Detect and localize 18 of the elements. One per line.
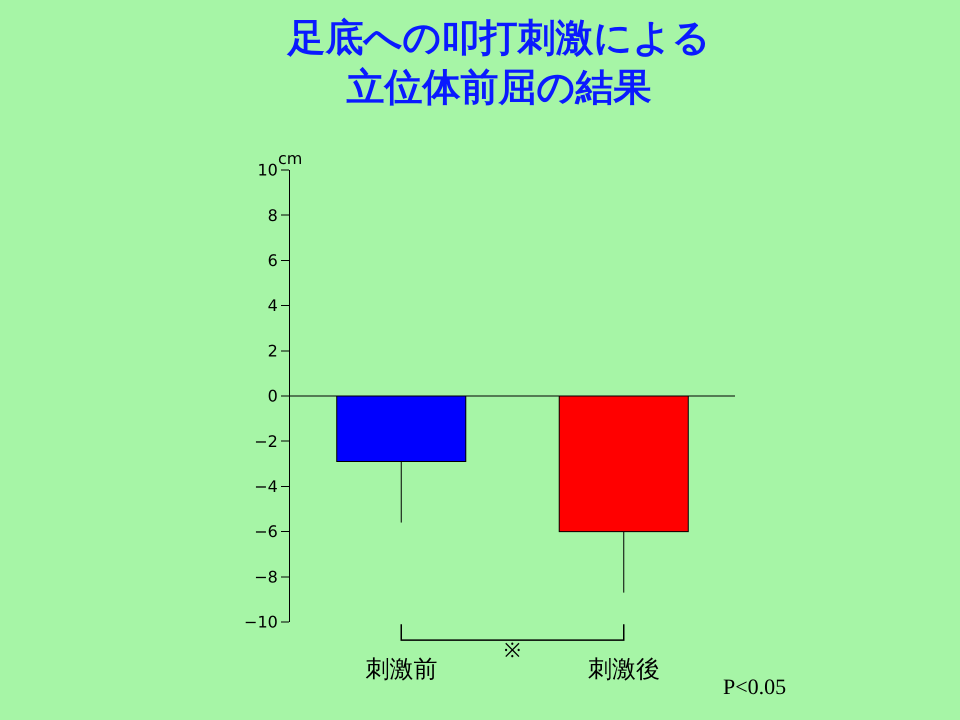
x-tick-label: 刺激前 — [365, 655, 438, 683]
y-tick-label: 4 — [268, 296, 278, 316]
x-tick-label: 刺激後 — [588, 655, 660, 683]
y-axis-title: cm — [278, 149, 302, 168]
y-tick-label: 0 — [268, 386, 278, 406]
y-tick-label: 10 — [257, 160, 278, 180]
y-tick-label: −8 — [254, 567, 278, 586]
text: ※ — [504, 638, 521, 662]
y-tick-label: −2 — [254, 432, 278, 451]
y-tick-label: 8 — [268, 206, 278, 225]
y-tick-label: −6 — [254, 522, 278, 542]
y-tick-label: 2 — [268, 341, 278, 360]
text: P<0.05 — [723, 674, 786, 699]
y-tick-label: 6 — [268, 251, 278, 270]
chart-subtitle: 立位体前屈の結果 — [346, 64, 652, 109]
chart-title: 足底への叩打刺激による — [286, 15, 711, 60]
y-tick-label: −10 — [244, 612, 278, 632]
y-tick-label: −4 — [254, 477, 278, 496]
